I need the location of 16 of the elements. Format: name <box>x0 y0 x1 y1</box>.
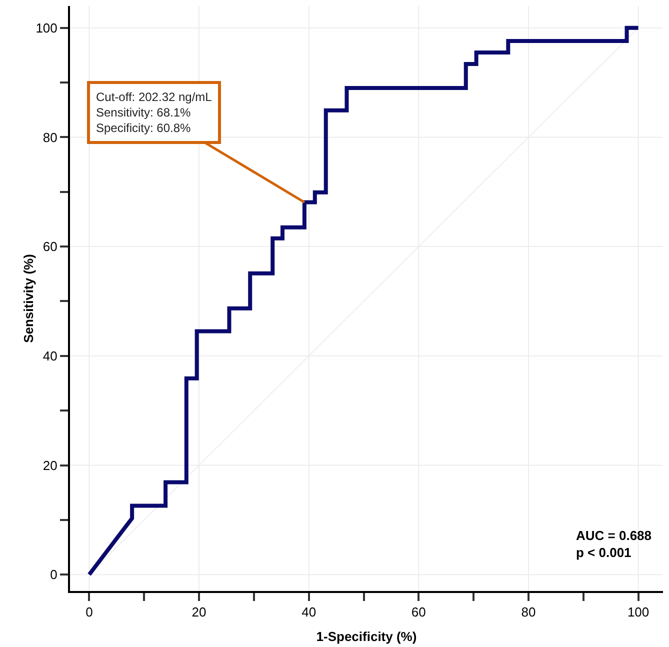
y-tick-label: 80 <box>42 130 58 145</box>
x-tick-label: 100 <box>627 604 650 620</box>
x-tick-label: 60 <box>411 604 426 620</box>
x-tick-label: 20 <box>192 604 206 620</box>
x-axis-title: 1-Specificity (%) <box>316 629 417 644</box>
y-tick-label: 0 <box>50 567 58 582</box>
annotation: AUC = 0.688 p < 0.001 <box>576 528 652 560</box>
annotation: Cut-off: 202.32 ng/mL Sensitivity: 68.1% Specificity: 60.8% <box>96 90 212 136</box>
y-tick-label: 100 <box>36 20 58 36</box>
y-tick-label: 60 <box>42 239 58 254</box>
x-tick-label: 0 <box>86 604 93 620</box>
y-tick-label: 40 <box>42 348 58 364</box>
x-tick-label: 80 <box>521 604 536 620</box>
y-tick-label: 20 <box>42 458 58 473</box>
x-tick-label: 40 <box>302 604 316 620</box>
y-axis-title: Sensitivity (%) <box>21 254 36 343</box>
